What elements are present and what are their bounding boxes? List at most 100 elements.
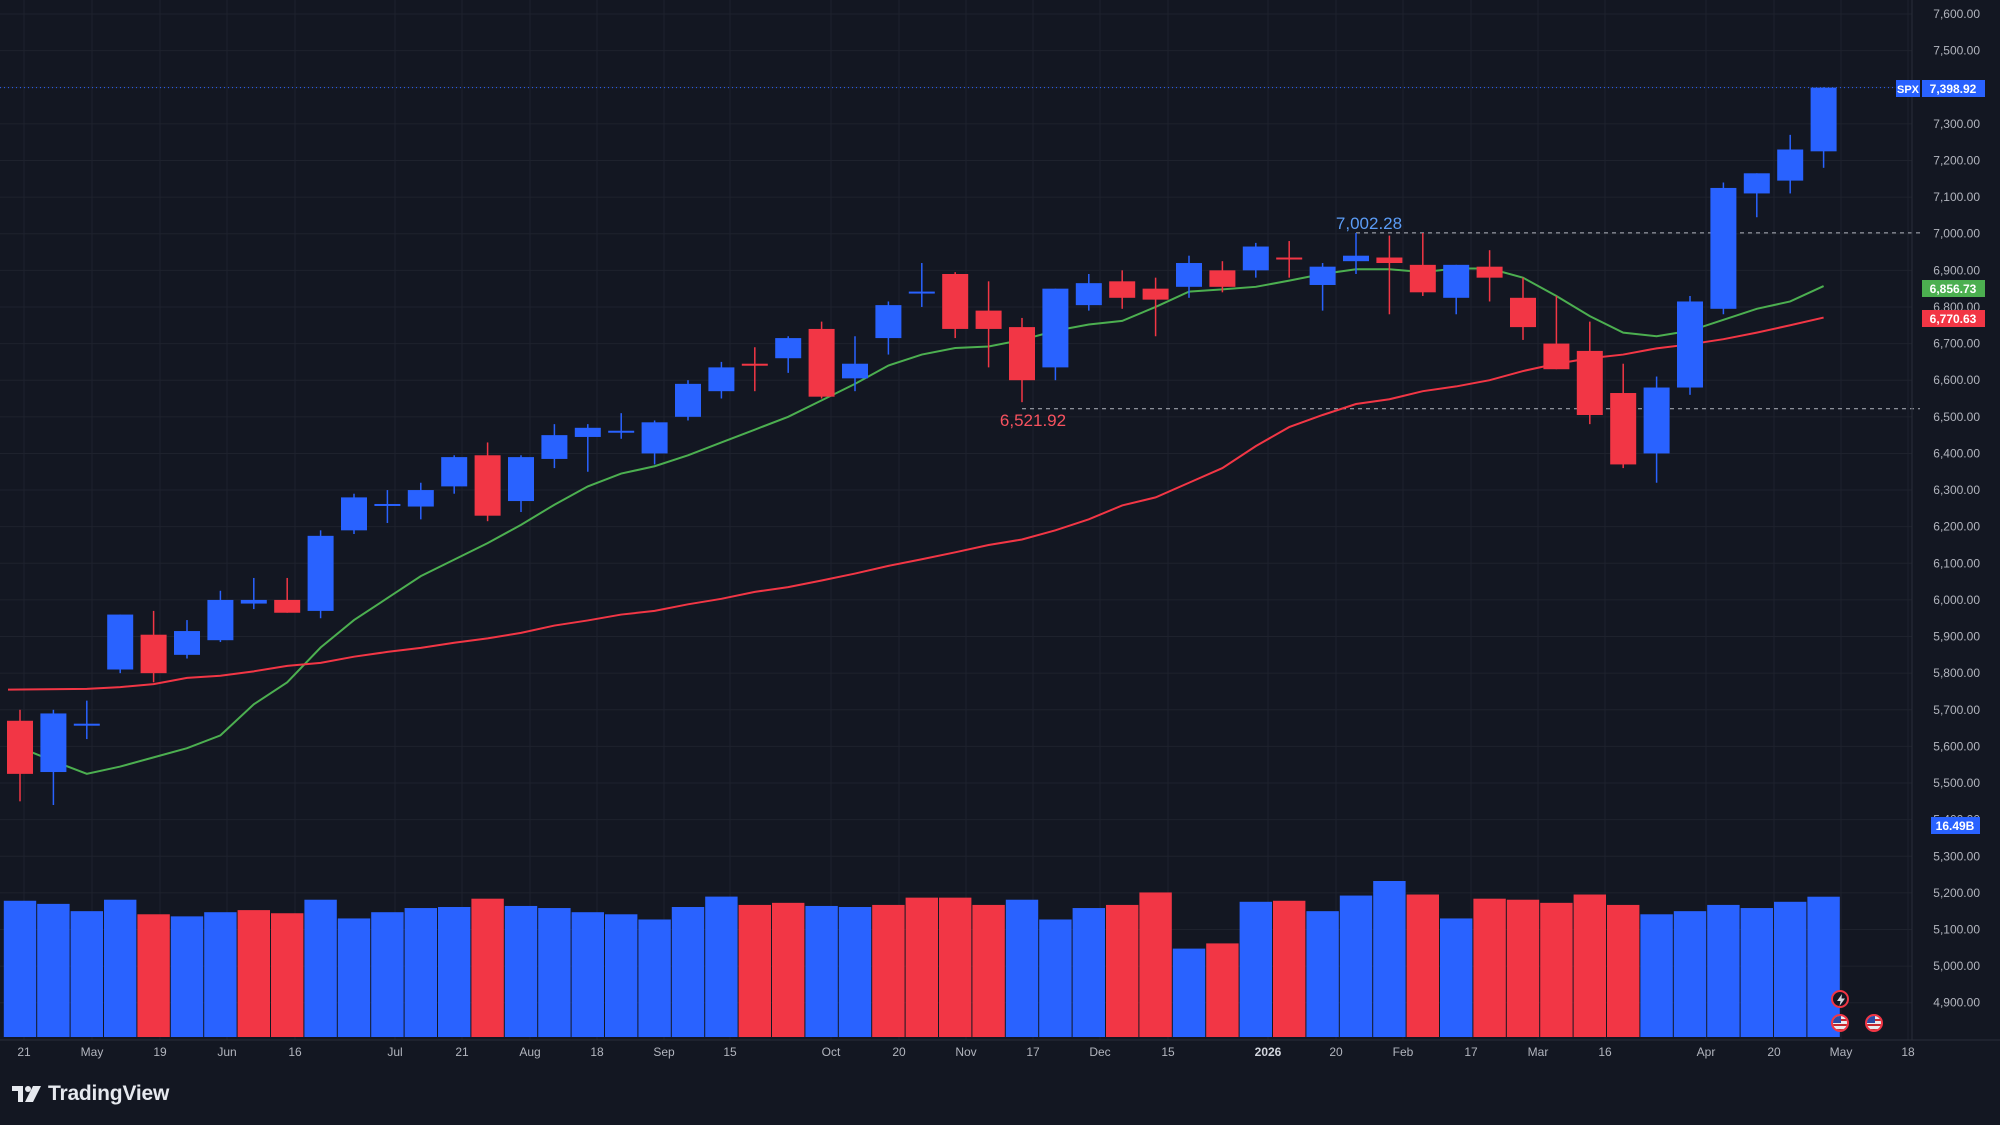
candle-body <box>1009 327 1035 381</box>
volume-bar <box>838 907 872 1037</box>
candle[interactable] <box>1242 242 1269 278</box>
us-flag-icon[interactable] <box>1831 1014 1849 1032</box>
candle[interactable] <box>508 455 534 513</box>
candle[interactable] <box>1176 255 1202 298</box>
candle[interactable] <box>140 610 167 683</box>
candle[interactable] <box>207 590 234 643</box>
candle[interactable] <box>7 709 33 802</box>
footer-bar <box>0 1068 2000 1125</box>
candle-body <box>1443 264 1470 298</box>
candle[interactable] <box>1142 277 1169 337</box>
candle[interactable] <box>40 709 67 805</box>
price-annotations: 7,002.28 6,521.92 <box>1000 214 1402 430</box>
candle[interactable] <box>1409 232 1436 296</box>
candle[interactable] <box>1643 376 1670 483</box>
symbol-tag: SPX <box>1897 84 1920 96</box>
time-tick-label: 16 <box>1598 1045 1612 1059</box>
candle[interactable] <box>975 281 1002 368</box>
candle-body <box>1176 263 1202 287</box>
candle-body <box>1576 350 1603 415</box>
candle[interactable] <box>73 700 100 740</box>
candle-body <box>207 599 234 641</box>
candle[interactable] <box>1009 317 1035 403</box>
candle[interactable] <box>107 614 134 674</box>
candle-body <box>942 274 969 329</box>
volume-bar <box>271 913 304 1037</box>
volume-bar <box>70 911 103 1037</box>
candle[interactable] <box>641 420 668 465</box>
candle[interactable] <box>1075 274 1102 311</box>
candle-body <box>675 383 701 417</box>
candle[interactable] <box>741 347 768 392</box>
candle[interactable] <box>942 272 969 339</box>
volume-bar <box>805 905 838 1037</box>
candle[interactable] <box>374 490 401 524</box>
candle[interactable] <box>407 482 434 520</box>
us-flag-icon[interactable] <box>1865 1014 1883 1032</box>
chart-canvas[interactable]: 7,002.28 6,521.92 7,600.007,500.007,400.… <box>0 0 2000 1068</box>
candle-body <box>574 427 601 437</box>
candle[interactable] <box>1209 261 1236 293</box>
volume-bar <box>1072 908 1105 1037</box>
volume-bar <box>1306 911 1339 1037</box>
candle[interactable] <box>1476 250 1503 302</box>
symbol-tag-box <box>1896 80 1920 97</box>
candle-body <box>107 614 134 670</box>
candle[interactable] <box>808 321 835 399</box>
candle[interactable] <box>708 361 735 399</box>
candle[interactable] <box>341 493 367 535</box>
candle[interactable] <box>1276 241 1303 278</box>
candle[interactable] <box>1777 134 1804 194</box>
candle[interactable] <box>1543 295 1570 370</box>
volume-value-box <box>1931 817 1980 834</box>
time-scale[interactable]: 21 May 19 Jun 16 Jul 21 Aug 18 Sep 15 Oct 20 Nov 17 Dec… <box>17 1045 1915 1059</box>
candle[interactable] <box>1042 288 1069 381</box>
volume-bar <box>404 908 437 1037</box>
candle[interactable] <box>1376 235 1403 315</box>
candle[interactable] <box>1109 270 1136 309</box>
candle[interactable] <box>875 301 902 355</box>
candle-body <box>1409 264 1436 293</box>
candle[interactable] <box>1309 263 1336 311</box>
candle[interactable] <box>1343 232 1369 275</box>
candle[interactable] <box>1710 182 1737 315</box>
volume-bar <box>137 914 170 1037</box>
candle-body <box>541 435 568 459</box>
candle[interactable] <box>1743 173 1770 218</box>
price-tick-label: 7,500.00 <box>1933 44 1980 58</box>
price-tick-label: 5,100.00 <box>1933 923 1980 937</box>
candle[interactable] <box>1610 363 1637 469</box>
candle[interactable] <box>474 442 501 522</box>
volume-bar <box>1106 904 1139 1037</box>
candle[interactable] <box>675 380 701 421</box>
candle-body <box>1610 393 1637 465</box>
candle[interactable] <box>775 336 802 373</box>
volume-bar <box>1506 899 1540 1037</box>
candle[interactable] <box>274 577 301 613</box>
tradingview-logo[interactable]: TradingView <box>12 1082 169 1106</box>
lightning-icon[interactable] <box>1831 990 1849 1008</box>
candle[interactable] <box>1810 87 1837 168</box>
candle[interactable] <box>608 413 635 439</box>
candle[interactable] <box>842 336 868 392</box>
last-price-label: 7,398.92 <box>1930 82 1977 96</box>
price-tick-label: 6,000.00 <box>1933 593 1980 607</box>
candle-body <box>1810 87 1837 152</box>
candle[interactable] <box>574 424 601 472</box>
candle[interactable] <box>541 424 568 469</box>
price-tick-label: 7,000.00 <box>1933 227 1980 241</box>
candle[interactable] <box>174 620 200 659</box>
candle[interactable] <box>441 455 468 494</box>
candle[interactable] <box>1576 321 1603 425</box>
candle[interactable] <box>908 263 935 307</box>
candle[interactable] <box>240 577 267 610</box>
candle[interactable] <box>1443 264 1470 315</box>
volume-bar <box>3 900 37 1037</box>
candle[interactable] <box>307 530 334 619</box>
candle-body <box>441 457 468 487</box>
candle[interactable] <box>1510 277 1536 340</box>
candle-body <box>1142 288 1169 300</box>
candlesticks[interactable] <box>7 87 1837 805</box>
volume-bar <box>1607 904 1640 1037</box>
candle[interactable] <box>1677 295 1703 395</box>
